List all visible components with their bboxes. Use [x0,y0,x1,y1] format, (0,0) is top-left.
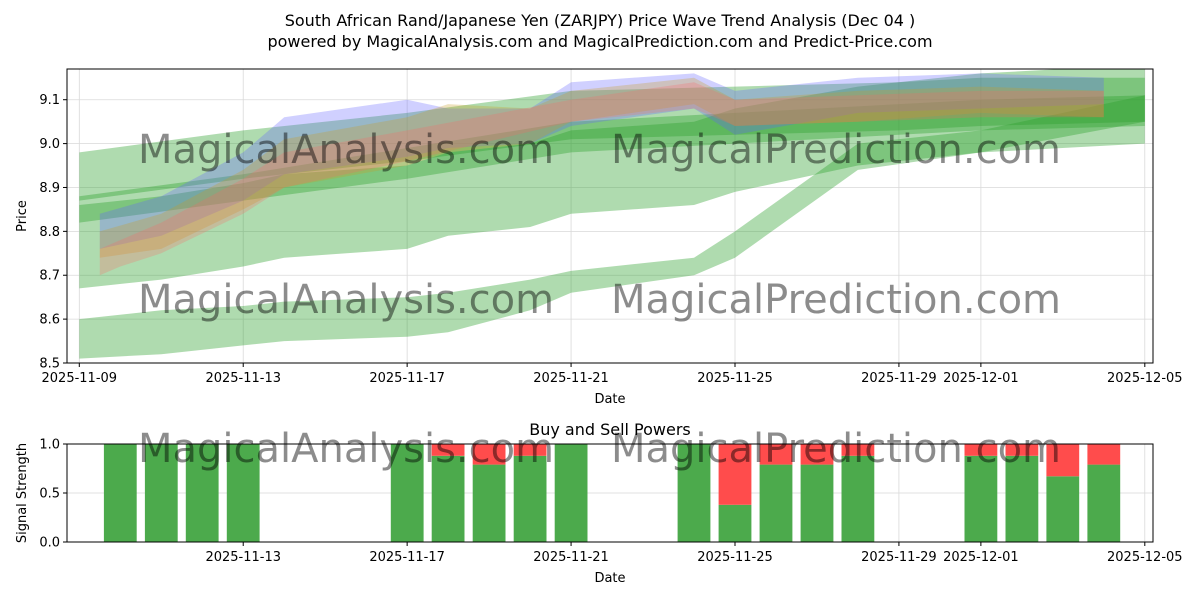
top-xtick-label: 2025-12-01 [943,371,1019,386]
bottom-xtick-label: 2025-12-05 [1107,550,1183,565]
top-plot-frame [66,68,1154,364]
price-band-green-3 [79,95,1145,223]
bottom-watermarks: MagicalAnalysis.com MagicalPrediction.co… [138,426,1061,472]
bottom-xtick-label: 2025-12-01 [943,550,1019,565]
price-band-green-2 [79,77,1145,201]
bottom-xtick-label: 2025-11-17 [369,550,445,565]
sell-bar [759,444,793,465]
chart-title-line1: South African Rand/Japanese Yen (ZARJPY)… [285,11,916,30]
top-ytick-label: 8.8 [39,225,60,240]
top-xtick-label: 2025-11-21 [533,371,609,386]
bottom-xtick-label: 2025-11-25 [697,550,773,565]
top-ytick-label: 9.1 [39,93,60,108]
buy-bar [554,444,588,542]
buy-bar [718,504,752,542]
bottom-axes: 2025-11-13 2025-11-17 2025-11-21 2025-11-25… [39,438,1182,566]
watermark-4: MagicalPrediction.com [611,277,1061,323]
buy-bar [103,444,137,542]
bottom-ytick-label: 1.0 [39,438,60,453]
top-xlabel: Date [594,392,625,407]
buy-bar [1005,455,1039,542]
top-price-bands [79,69,1145,359]
top-xtick-label: 2025-11-09 [42,371,118,386]
top-xtick-label: 2025-11-29 [861,371,937,386]
bottom-xtick-label: 2025-11-21 [533,550,609,565]
watermark-2: MagicalPrediction.com [611,127,1061,173]
top-xtick-label: 2025-11-13 [205,371,281,386]
top-grid [67,69,1153,364]
sell-bar [841,444,875,456]
bottom-chart-title: Buy and Sell Powers [529,420,691,439]
buy-bar [1046,476,1080,542]
top-xtick-label: 2025-11-25 [697,371,773,386]
sell-bar [1005,444,1039,456]
price-band-orange-5 [99,77,1104,258]
price-band-green-1 [79,69,1145,289]
watermark-5: MagicalAnalysis.com [138,426,554,472]
buy-bar [1087,464,1121,542]
watermark-6: MagicalPrediction.com [611,426,1061,472]
chart-title-line2: powered by MagicalAnalysis.com and Magic… [267,32,932,51]
sell-bar [1087,444,1121,465]
bottom-bars [103,444,1121,542]
top-axes: 2025-11-09 2025-11-13 2025-11-17 2025-11-21… [39,93,1182,386]
watermark-3: MagicalAnalysis.com [138,277,554,323]
buy-bar [144,444,178,542]
sell-bar [964,444,998,456]
buy-bar [226,444,260,542]
buy-bar [472,464,506,542]
buy-bar [964,455,998,542]
top-ytick-label: 8.6 [39,313,60,328]
bottom-ytick-label: 0.5 [39,487,60,502]
top-ytick-label: 8.9 [39,181,60,196]
buy-bar [759,464,793,542]
sell-bar [1046,444,1080,477]
buy-bar [431,455,465,542]
top-ytick-label: 8.5 [39,357,60,372]
sell-bar [718,444,752,505]
bands-group [79,69,1145,359]
bottom-ylabel: Signal Strength [15,443,30,543]
bottom-xtick-label: 2025-11-29 [861,550,937,565]
price-band-green-0 [79,95,1145,359]
top-watermarks: MagicalAnalysis.com MagicalPrediction.co… [138,127,1061,323]
top-xtick-label: 2025-11-17 [369,371,445,386]
price-band-red-6 [99,82,1104,276]
bottom-ytick-label: 0.0 [39,536,60,551]
top-ytick-label: 9.0 [39,137,60,152]
sell-bar [431,444,465,456]
buy-bar [185,444,219,542]
top-xtick-label: 2025-12-05 [1107,371,1183,386]
price-band-blue-4 [99,73,1104,249]
buy-bar [513,455,547,542]
buy-bar [390,444,424,542]
bottom-xtick-label: 2025-11-13 [205,550,281,565]
watermark-1: MagicalAnalysis.com [138,127,554,173]
sell-bar [513,444,547,456]
top-ytick-label: 8.7 [39,269,60,284]
bottom-xlabel: Date [594,571,625,586]
buy-bar [677,444,711,542]
buy-bar [800,464,834,542]
buy-bar [841,455,875,542]
sell-bar [472,444,506,465]
top-ylabel: Price [15,200,30,232]
sell-bar [800,444,834,465]
